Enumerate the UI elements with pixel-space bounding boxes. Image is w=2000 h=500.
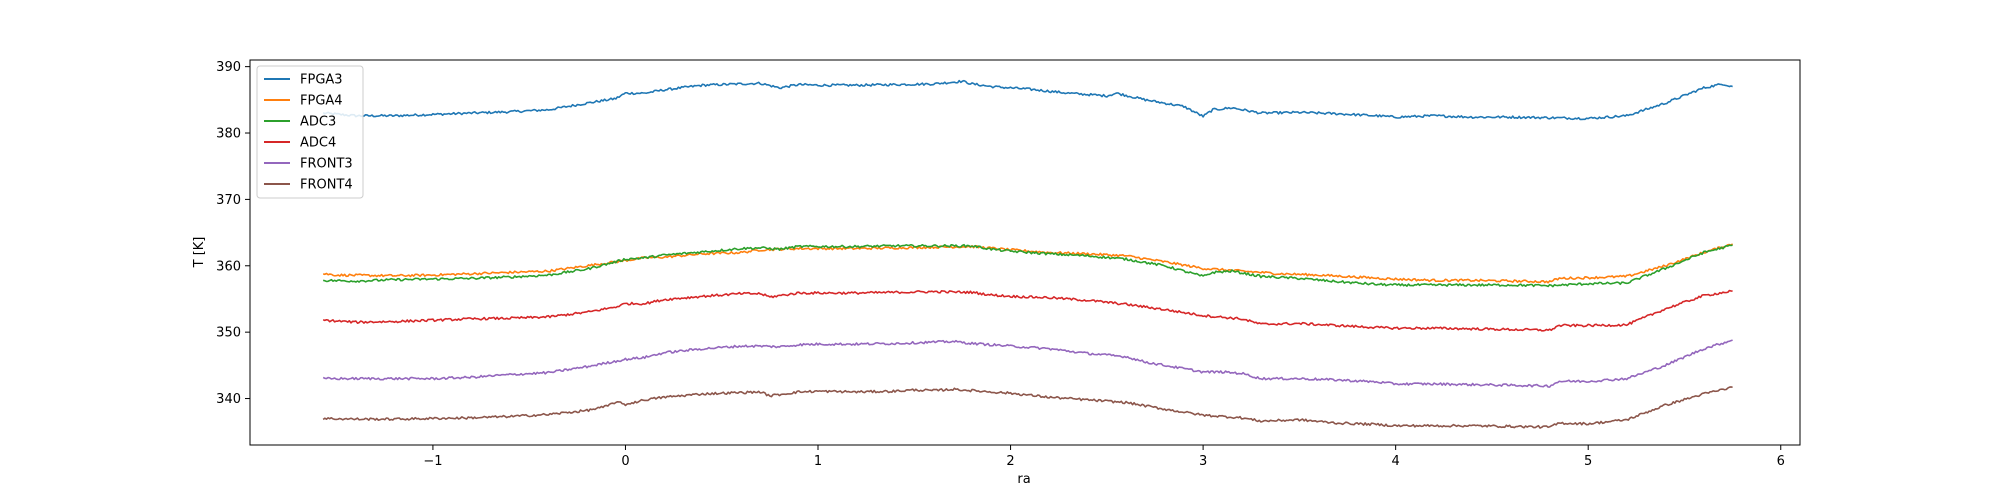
y-tick-label: 350 [216,326,241,341]
series-line-fpga3 [322,79,1733,121]
x-tick-label: 4 [1392,454,1400,469]
series-layer [322,79,1734,429]
y-tick-label: 370 [216,193,241,208]
legend-label-front4: FRONT4 [300,178,353,193]
y-tick-label: 340 [216,392,241,407]
series-line-front4 [322,386,1733,429]
series-line-adc4 [322,289,1733,332]
legend-label-fpga4: FPGA4 [300,94,343,109]
x-tick-label: 5 [1584,454,1592,469]
legend-label-front3: FRONT3 [300,157,353,172]
y-tick-label: 390 [216,60,241,75]
x-tick-label: 6 [1777,454,1785,469]
y-tick-label: 380 [216,127,241,142]
x-tick-label: 2 [1006,454,1014,469]
x-tick-label: 0 [621,454,629,469]
y-axis: 340 350 360 370 380 390 [216,60,250,407]
y-axis-label: T [K] [192,237,207,269]
x-tick-label: 1 [814,454,822,469]
axes-frame [249,59,1801,446]
series-line-front3 [322,339,1733,388]
legend-label-adc4: ADC4 [300,136,336,151]
series-line-adc3 [322,243,1733,288]
legend: FPGA3 FPGA4 ADC3 ADC4 FRONT3 FRONT4 [256,65,364,199]
x-tick-label: −1 [423,454,442,469]
y-tick-label: 360 [216,259,241,274]
x-axis-label: ra [1017,472,1030,487]
legend-label-adc3: ADC3 [300,115,336,130]
x-tick-label: 3 [1199,454,1207,469]
legend-label-fpga3: FPGA3 [300,73,343,88]
x-axis: −1 0 1 2 3 4 5 6 [423,445,1785,469]
